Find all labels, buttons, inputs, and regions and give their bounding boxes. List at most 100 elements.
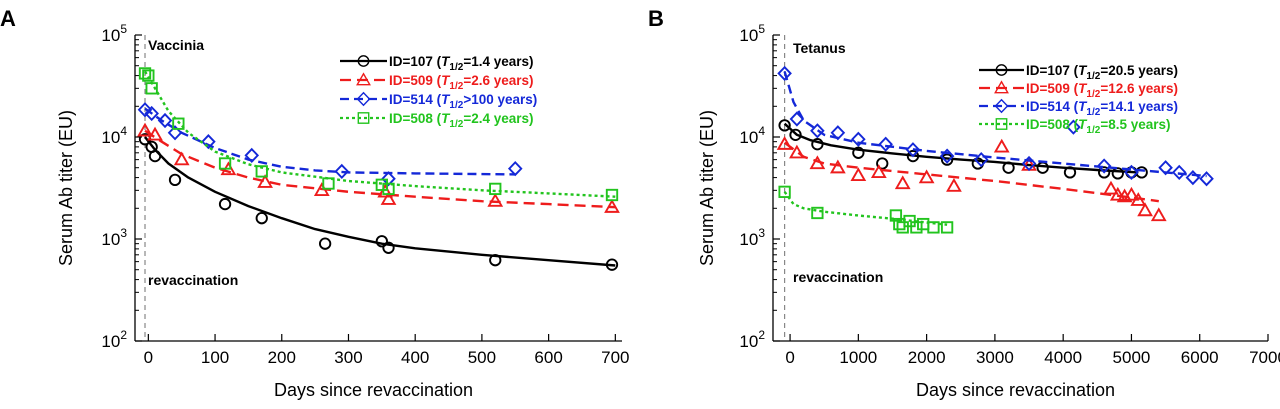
data-point <box>377 183 394 198</box>
legend-half-life-value: =8.5 years <box>1100 117 1166 132</box>
data-point <box>322 177 335 190</box>
data-point <box>218 157 232 170</box>
legend-paren: ( <box>433 54 442 69</box>
data-point <box>145 82 158 95</box>
data-point <box>1097 166 1111 179</box>
legend-entry: ID=509 (T1/2=2.6 years) <box>389 73 534 92</box>
legend-half-life-subscript: 1/2 <box>1086 107 1100 118</box>
data-point <box>789 128 802 141</box>
data-point <box>810 123 825 139</box>
x-tick-label: 400 <box>401 348 429 367</box>
legend-paren: ( <box>433 73 442 88</box>
data-point <box>910 221 923 234</box>
data-point <box>218 197 232 211</box>
data-point <box>811 138 824 151</box>
legend: ID=107 (T1/2=1.4 years)ID=509 (T1/2=2.6 … <box>340 54 537 130</box>
legend-id: ID=508 <box>1026 117 1070 132</box>
legend-marker <box>357 55 370 67</box>
legend-entry: ID=509 (T1/2=12.6 years) <box>1026 81 1178 100</box>
y-tick-exponent: 3 <box>120 226 127 240</box>
y-tick-exponent: 4 <box>120 124 127 138</box>
data-point <box>1150 207 1167 222</box>
y-tick-base: 10 <box>101 332 120 351</box>
data-point <box>1066 119 1081 135</box>
data-point <box>776 136 793 150</box>
data-point <box>334 163 350 180</box>
legend-entry: ID=107 (T1/2=1.4 years) <box>389 54 534 73</box>
y-tick-base: 10 <box>739 128 758 147</box>
series-id-107 <box>138 133 619 271</box>
legend-paren: ) <box>1166 117 1171 132</box>
data-point <box>789 111 805 127</box>
data-point <box>903 214 916 228</box>
legend-id: ID=107 <box>1026 63 1070 78</box>
legend-paren: ) <box>1174 81 1179 96</box>
y-tick-exponent: 2 <box>758 328 765 342</box>
legend-marker <box>994 98 1009 114</box>
antigen-label: Vaccinia <box>148 37 204 53</box>
x-tick-label: 2000 <box>908 348 946 367</box>
data-point <box>382 182 395 196</box>
legend-id: ID=509 <box>389 73 433 88</box>
y-tick-label: 104 <box>739 124 765 147</box>
legend-id: ID=509 <box>1026 81 1070 96</box>
data-point <box>142 69 155 82</box>
legend-half-life-subscript: 1/2 <box>449 119 463 130</box>
legend-paren: ( <box>1070 81 1079 96</box>
legend-paren: ( <box>1070 117 1079 132</box>
y-tick-exponent: 2 <box>120 328 127 342</box>
data-point <box>487 192 504 207</box>
legend-paren: ) <box>529 54 534 69</box>
data-point <box>257 174 273 188</box>
data-point <box>1021 155 1037 172</box>
series-id-509 <box>137 122 620 213</box>
x-tick-label: 3000 <box>976 348 1014 367</box>
legend-half-life-value: =1.4 years <box>463 54 529 69</box>
data-point <box>778 185 791 198</box>
data-point <box>993 138 1010 153</box>
data-point <box>138 67 152 80</box>
data-point <box>889 209 903 222</box>
data-point <box>605 258 619 271</box>
data-point <box>605 188 619 202</box>
legend-paren: ) <box>529 73 534 88</box>
x-tick-label: 1000 <box>839 348 877 367</box>
legend-id: ID=107 <box>389 54 433 69</box>
data-point <box>973 152 989 168</box>
y-axis-title: Serum Ab titer (EU) <box>56 110 76 266</box>
fit-curve <box>144 129 616 209</box>
legend-half-life-symbol: T <box>1078 81 1088 96</box>
legend-half-life-symbol: T <box>441 54 451 69</box>
data-point <box>870 164 887 179</box>
data-point <box>1002 161 1015 174</box>
y-tick-base: 10 <box>101 230 120 249</box>
legend-entry: ID=508 (T1/2=8.5 years) <box>1026 117 1171 136</box>
data-point <box>1111 167 1124 180</box>
x-tick-label: 6000 <box>1181 348 1219 367</box>
data-point <box>1123 186 1140 201</box>
data-point <box>905 142 921 158</box>
data-point <box>137 102 153 118</box>
y-axis-title: Serum Ab titer (EU) <box>697 110 717 266</box>
y-tick-label: 103 <box>101 226 127 249</box>
y-tick-label: 102 <box>101 328 127 351</box>
legend-half-life-symbol: T <box>1078 99 1088 114</box>
data-point <box>852 146 865 159</box>
legend-half-life-subscript: 1/2 <box>449 81 463 92</box>
y-tick-base: 10 <box>739 230 758 249</box>
panel-letter: A <box>0 6 16 31</box>
legend-half-life-subscript: 1/2 <box>1086 89 1100 100</box>
legend-half-life-value: >100 years <box>463 92 532 107</box>
legend-half-life-symbol: T <box>441 92 451 107</box>
data-point <box>811 206 824 220</box>
data-point <box>906 149 920 163</box>
fit-curve <box>783 122 1139 174</box>
legend-half-life-value: =14.1 years <box>1100 99 1173 114</box>
x-tick-label: 200 <box>268 348 296 367</box>
legend-marker <box>995 118 1008 130</box>
data-point <box>144 105 159 122</box>
data-point <box>1063 166 1077 179</box>
x-tick-label: 500 <box>468 348 496 367</box>
data-point <box>167 125 183 141</box>
antigen-label: Tetanus <box>793 40 846 56</box>
